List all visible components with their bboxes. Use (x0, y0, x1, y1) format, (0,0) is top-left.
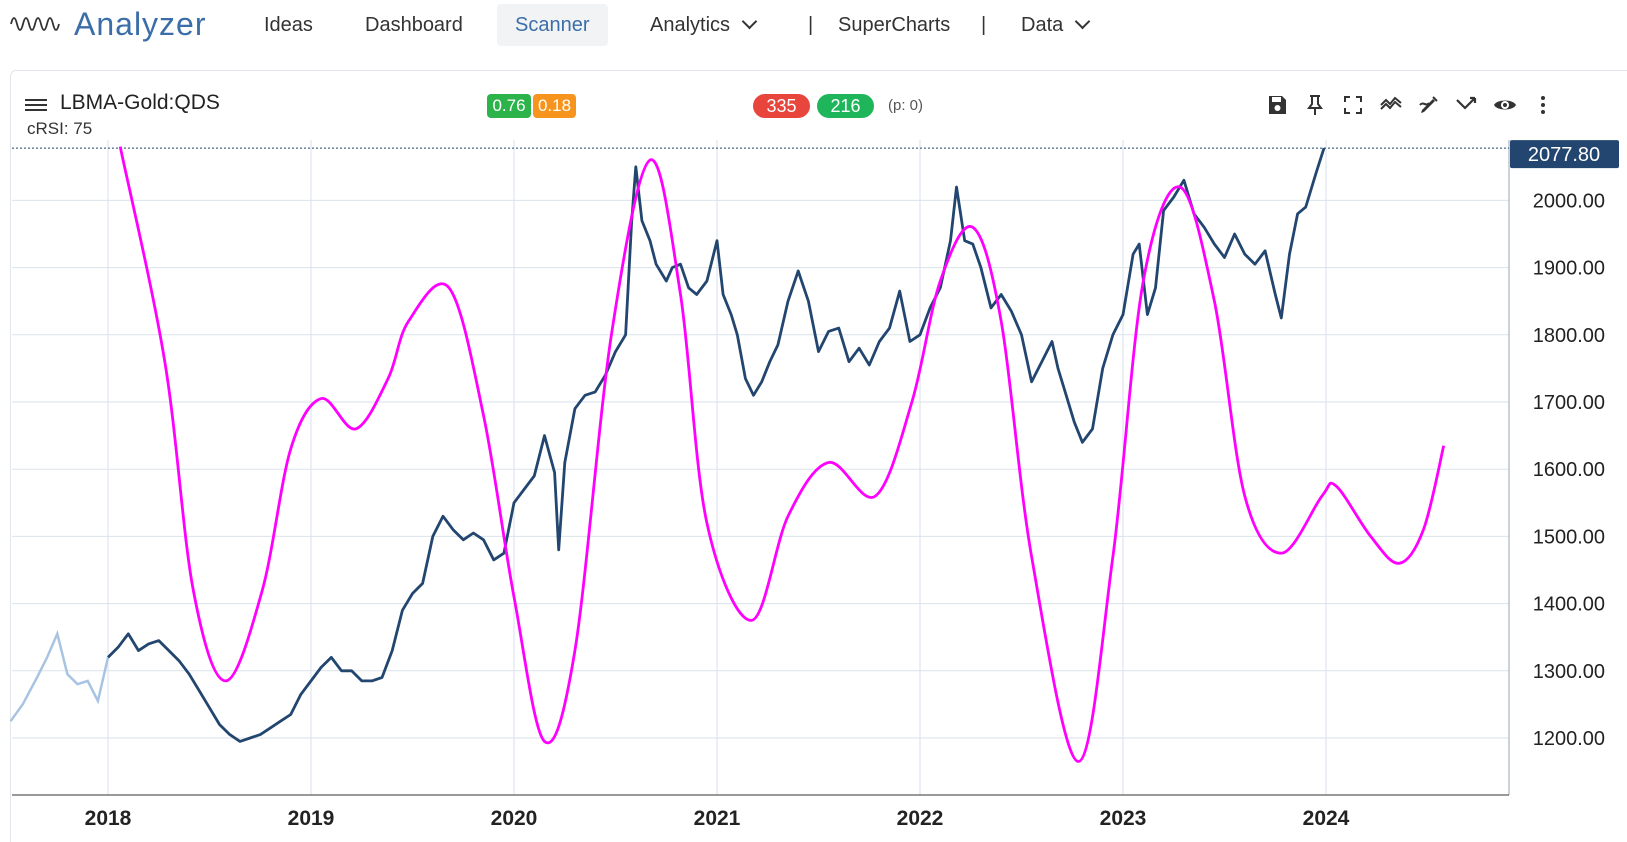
nav-separator: | (808, 14, 814, 36)
nav-data-label: Data (1021, 14, 1064, 36)
chart-panel (10, 70, 1627, 842)
top-navigation: Analyzer Ideas Dashboard Scanner Analyti… (0, 0, 1627, 60)
last-price-label: 2077.80 (1528, 144, 1600, 166)
nav-separator: | (981, 14, 987, 36)
chart-toolbar (1265, 93, 1555, 117)
nav-analytics-label: Analytics (650, 14, 731, 36)
eye-icon[interactable] (1493, 93, 1517, 117)
x-axis: 2018 2019 2020 2021 2022 2023 2024 (85, 807, 1350, 830)
y-tick-label: 2000.00 (1533, 190, 1605, 212)
price-line (107, 147, 1326, 743)
y-tick-label: 1300.00 (1533, 661, 1605, 683)
waveform-icon (10, 17, 60, 31)
fork-icon[interactable] (1455, 93, 1479, 117)
y-tick-label: 1800.00 (1533, 325, 1605, 347)
y-tick-label: 1200.00 (1533, 728, 1605, 750)
cycle-line (118, 146, 1446, 763)
y-tick-label: 1600.00 (1533, 459, 1605, 481)
x-tick-label: 2018 (85, 807, 132, 830)
symbol-title: LBMA-Gold:QDS (60, 91, 220, 114)
app-name: Analyzer (74, 5, 207, 42)
app-logo[interactable]: Analyzer (10, 6, 207, 42)
x-tick-label: 2021 (694, 807, 741, 830)
more-vertical-icon[interactable] (1531, 93, 1555, 117)
x-tick-label: 2024 (1303, 807, 1350, 830)
x-tick-label: 2022 (897, 807, 944, 830)
nav-data[interactable]: Data (1021, 4, 1091, 46)
y-tick-label: 1500.00 (1533, 526, 1605, 548)
x-tick-label: 2020 (491, 807, 538, 830)
fullscreen-icon[interactable] (1341, 93, 1365, 117)
nav-supercharts[interactable]: SuperCharts (838, 14, 951, 36)
nav-analytics[interactable]: Analytics (650, 4, 758, 46)
x-tick-label: 2019 (288, 807, 335, 830)
last-price-tag: 2077.80 (1510, 140, 1619, 169)
y-tick-label: 1900.00 (1533, 258, 1605, 280)
count-pill-green: 216 (817, 94, 874, 118)
score-badge-orange: 0.18 (533, 94, 576, 118)
draw-pen-icon[interactable] (1417, 93, 1441, 117)
count-pill-red: 335 (753, 94, 810, 118)
p-note: (p: 0) (888, 97, 924, 114)
pin-icon[interactable] (1303, 93, 1327, 117)
save-icon[interactable] (1265, 93, 1289, 117)
nav-ideas[interactable]: Ideas (264, 14, 313, 36)
trend-icon[interactable] (1379, 93, 1403, 117)
x-tick-label: 2023 (1100, 807, 1147, 830)
y-tick-label: 1400.00 (1533, 594, 1605, 616)
chart-grid (12, 140, 1509, 795)
y-axis: 1200.00 1300.00 1400.00 1500.00 1600.00 1700.… (1533, 190, 1605, 750)
y-tick-label: 1700.00 (1533, 392, 1605, 414)
crsi-label: cRSI: 75 (27, 119, 93, 138)
nav-dashboard[interactable]: Dashboard (365, 14, 463, 36)
nav-scanner[interactable]: Scanner (497, 4, 608, 46)
hamburger-menu-icon[interactable] (25, 96, 47, 114)
price-line-history (9, 629, 110, 722)
score-badge-green: 0.76 (487, 94, 531, 118)
